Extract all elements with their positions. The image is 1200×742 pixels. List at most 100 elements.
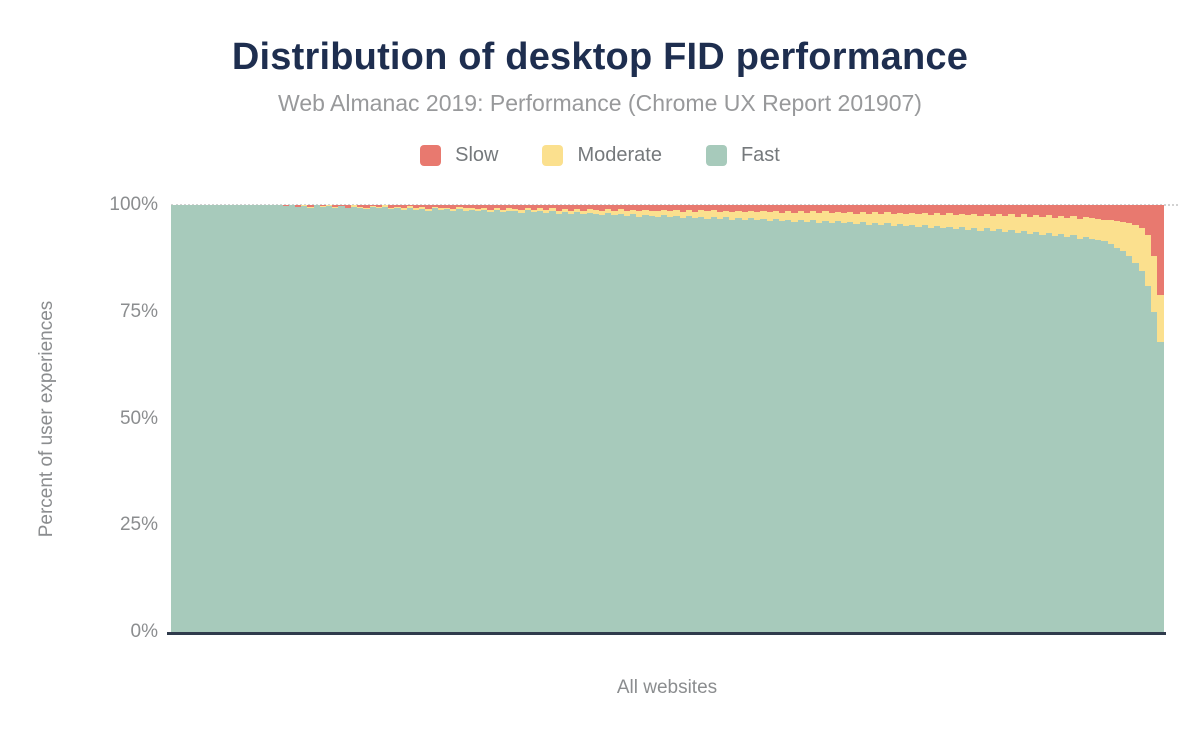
- stacked-bar: [1033, 205, 1040, 632]
- stacked-bar: [896, 205, 903, 632]
- stacked-bar: [890, 205, 897, 632]
- stacked-bar: [257, 205, 265, 632]
- stacked-bar: [630, 205, 637, 632]
- stacked-bars: [171, 205, 1164, 632]
- stacked-bar: [530, 205, 537, 632]
- stacked-bar: [561, 205, 568, 632]
- stacked-bar: [1070, 205, 1077, 632]
- stacked-bar: [902, 205, 910, 632]
- stacked-bar: [927, 205, 934, 632]
- stacked-bar: [474, 205, 482, 632]
- stacked-bar: [586, 205, 593, 632]
- stacked-bar: [450, 205, 457, 632]
- stacked-bar: [623, 205, 631, 632]
- stacked-bar: [295, 205, 302, 632]
- y-tick-0: 0%: [130, 621, 158, 642]
- x-axis-title: All websites: [616, 677, 718, 698]
- stacked-bar: [499, 205, 506, 632]
- stacked-bar: [909, 205, 916, 632]
- stacked-bar: [580, 205, 587, 632]
- stacked-bar: [487, 205, 494, 632]
- stacked-bar: [692, 205, 699, 632]
- stacked-bar: [1126, 205, 1133, 632]
- stacked-bar: [710, 205, 717, 632]
- stacked-bar: [853, 205, 860, 632]
- y-axis-ticks: 100% 75% 50% 25% 0%: [0, 195, 158, 642]
- stacked-bar: [437, 205, 444, 632]
- stacked-bar: [431, 205, 438, 632]
- legend-swatch-moderate: [542, 145, 564, 166]
- stacked-bar: [251, 205, 258, 632]
- stacked-bar: [1039, 205, 1046, 632]
- legend-label-fast: Fast: [740, 144, 780, 166]
- stacked-bar: [965, 205, 972, 632]
- chart-subtitle: Web Almanac 2019: Performance (Chrome UX…: [278, 90, 922, 116]
- stacked-bar: [1113, 205, 1121, 632]
- stacked-bar: [1107, 205, 1114, 632]
- stacked-bar: [406, 205, 413, 632]
- stacked-bar: [1151, 205, 1158, 632]
- stacked-bar: [592, 205, 600, 632]
- stacked-bar: [171, 205, 178, 632]
- stacked-bar: [462, 205, 469, 632]
- stacked-bar: [326, 205, 333, 632]
- stacked-bar: [977, 205, 984, 632]
- stacked-bar: [778, 205, 786, 632]
- y-tick-75: 75%: [119, 300, 158, 322]
- stacked-bar: [512, 205, 519, 632]
- stacked-bar: [505, 205, 513, 632]
- stacked-bar: [518, 205, 525, 632]
- legend: Slow Moderate Fast: [0, 144, 1200, 167]
- stacked-bar: [189, 205, 196, 632]
- stacked-bar: [679, 205, 686, 632]
- stacked-bar: [1101, 205, 1108, 632]
- stacked-bar: [791, 205, 798, 632]
- stacked-bar: [301, 205, 308, 632]
- stacked-bar: [716, 205, 724, 632]
- stacked-bar: [661, 205, 668, 632]
- stacked-bar: [785, 205, 792, 632]
- stacked-bar: [1002, 205, 1009, 632]
- stacked-bar: [766, 205, 773, 632]
- stacked-bar: [797, 205, 804, 632]
- legend-label-moderate: Moderate: [577, 144, 662, 166]
- legend-swatch-fast: [705, 145, 727, 166]
- stacked-bar: [933, 205, 941, 632]
- stacked-bar: [673, 205, 680, 632]
- stacked-bar: [952, 205, 959, 632]
- legend-label-slow: Slow: [455, 144, 499, 166]
- stacked-bar: [555, 205, 562, 632]
- stacked-bar: [375, 205, 382, 632]
- stacked-bar: [760, 205, 767, 632]
- stacked-bar: [1120, 205, 1127, 632]
- stacked-bar: [239, 205, 246, 632]
- stacked-bar: [921, 205, 928, 632]
- stacked-bar: [350, 205, 358, 632]
- y-tick-25: 25%: [119, 514, 158, 536]
- stacked-bar: [574, 205, 581, 632]
- stacked-bar: [940, 205, 947, 632]
- stacked-bar: [388, 205, 395, 632]
- stacked-bar: [226, 205, 234, 632]
- stacked-bar: [884, 205, 891, 632]
- stacked-bar: [214, 205, 221, 632]
- stacked-bar: [1089, 205, 1096, 632]
- chart-title: Distribution of desktop FID performance: [231, 36, 969, 78]
- stacked-bar: [1076, 205, 1083, 632]
- stacked-bar: [412, 205, 420, 632]
- stacked-bar: [270, 205, 277, 632]
- stacked-bar: [685, 205, 693, 632]
- stacked-bar: [220, 205, 227, 632]
- stacked-bar: [400, 205, 407, 632]
- stacked-bar: [611, 205, 618, 632]
- plot-area[interactable]: [167, 204, 1178, 635]
- stacked-bar: [443, 205, 451, 632]
- stacked-bar: [1051, 205, 1059, 632]
- stacked-bar: [468, 205, 475, 632]
- stacked-bar: [958, 205, 965, 632]
- stacked-bar: [878, 205, 885, 632]
- stacked-bar: [481, 205, 488, 632]
- y-tick-100: 100%: [109, 194, 158, 215]
- stacked-bar: [344, 205, 351, 632]
- stacked-bar: [313, 205, 320, 632]
